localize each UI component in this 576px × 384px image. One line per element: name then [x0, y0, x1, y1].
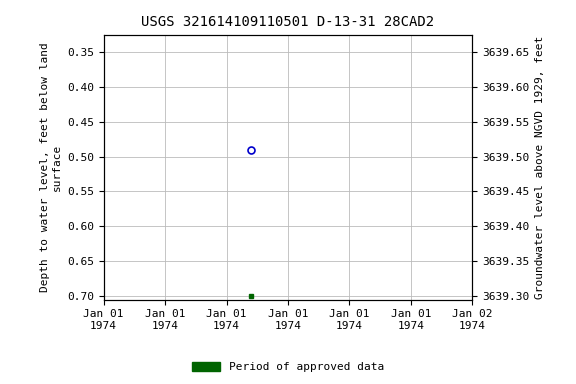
Y-axis label: Groundwater level above NGVD 1929, feet: Groundwater level above NGVD 1929, feet [535, 35, 545, 299]
Legend: Period of approved data: Period of approved data [188, 357, 388, 377]
Y-axis label: Depth to water level, feet below land
surface: Depth to water level, feet below land su… [40, 42, 62, 292]
Title: USGS 321614109110501 D-13-31 28CAD2: USGS 321614109110501 D-13-31 28CAD2 [142, 15, 434, 29]
